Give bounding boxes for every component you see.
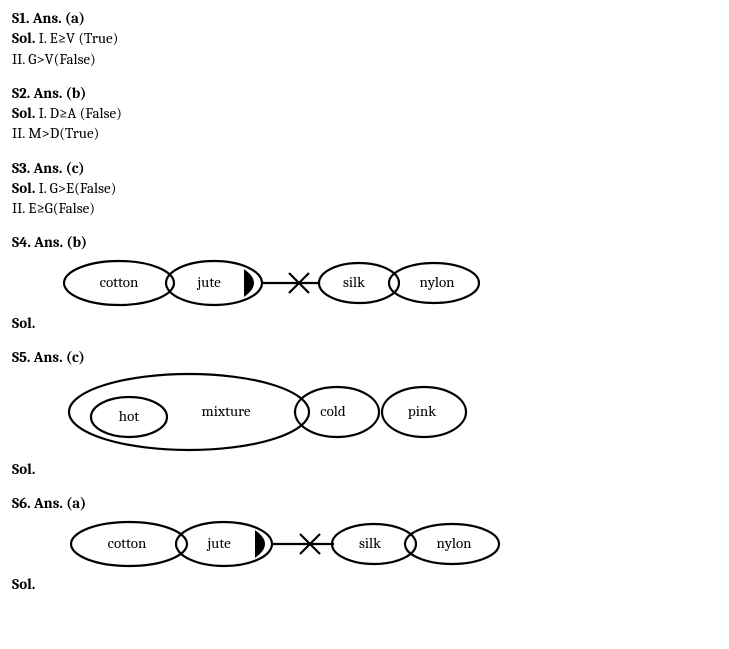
solution-s1: S1. Ans. (a) Sol. I. E≥V (True) II. G>V(… <box>12 8 717 69</box>
s1-line2: II. G>V(False) <box>12 49 717 69</box>
venn-diagram-s4: cotton jute silk nylon <box>54 253 534 313</box>
svg-text:cold: cold <box>320 402 346 420</box>
solution-s5: S5. Ans. (c) hot mixture cold pink Sol. <box>12 347 717 480</box>
s5-sol-label: Sol. <box>12 459 717 479</box>
s2-line2: II. M>D(True) <box>12 123 717 143</box>
s1-heading: S1. Ans. (a) <box>12 8 717 28</box>
solution-s2: S2. Ans. (b) Sol. I. D≥A (False) II. M>D… <box>12 83 717 144</box>
solution-s6: S6. Ans. (a) cotton jute silk nylon Sol. <box>12 493 717 594</box>
svg-text:nylon: nylon <box>419 273 455 291</box>
venn-diagram-s5: hot mixture cold pink <box>54 367 484 459</box>
s4-diagram-wrap: cotton jute silk nylon <box>12 253 534 313</box>
s2-line1: Sol. I. D≥A (False) <box>12 103 717 123</box>
s3-heading: S3. Ans. (c) <box>12 158 717 178</box>
s5-sol-row: hot mixture cold pink <box>12 367 717 459</box>
svg-text:jute: jute <box>206 534 231 552</box>
s5-heading: S5. Ans. (c) <box>12 347 717 367</box>
s1-line1: Sol. I. E≥V (True) <box>12 28 717 48</box>
s3-line1: Sol. I. G>E(False) <box>12 178 717 198</box>
svg-text:mixture: mixture <box>202 402 251 420</box>
svg-text:cotton: cotton <box>100 273 139 291</box>
venn-diagram-s6: cotton jute silk nylon <box>54 514 554 574</box>
s4-heading: S4. Ans. (b) <box>12 232 717 252</box>
s6-sol-label: Sol. <box>12 574 717 594</box>
s6-heading: S6. Ans. (a) <box>12 493 717 513</box>
svg-text:hot: hot <box>119 407 140 425</box>
s5-diagram-wrap: hot mixture cold pink <box>12 367 484 459</box>
s4-sol-row: cotton jute silk nylon <box>12 253 717 313</box>
s3-line2: II. E≥G(False) <box>12 198 717 218</box>
s6-sol-row: cotton jute silk nylon <box>12 514 717 574</box>
svg-text:pink: pink <box>408 402 436 420</box>
svg-text:jute: jute <box>196 273 221 291</box>
svg-text:silk: silk <box>343 273 365 291</box>
solution-s4: S4. Ans. (b) cotton jute silk nylon Sol. <box>12 232 717 333</box>
svg-text:silk: silk <box>359 534 381 552</box>
s6-diagram-wrap: cotton jute silk nylon <box>12 514 554 574</box>
svg-text:nylon: nylon <box>436 534 472 552</box>
s2-heading: S2. Ans. (b) <box>12 83 717 103</box>
s4-sol-label: Sol. <box>12 313 717 333</box>
solution-s3: S3. Ans. (c) Sol. I. G>E(False) II. E≥G(… <box>12 158 717 219</box>
svg-text:cotton: cotton <box>108 534 147 552</box>
